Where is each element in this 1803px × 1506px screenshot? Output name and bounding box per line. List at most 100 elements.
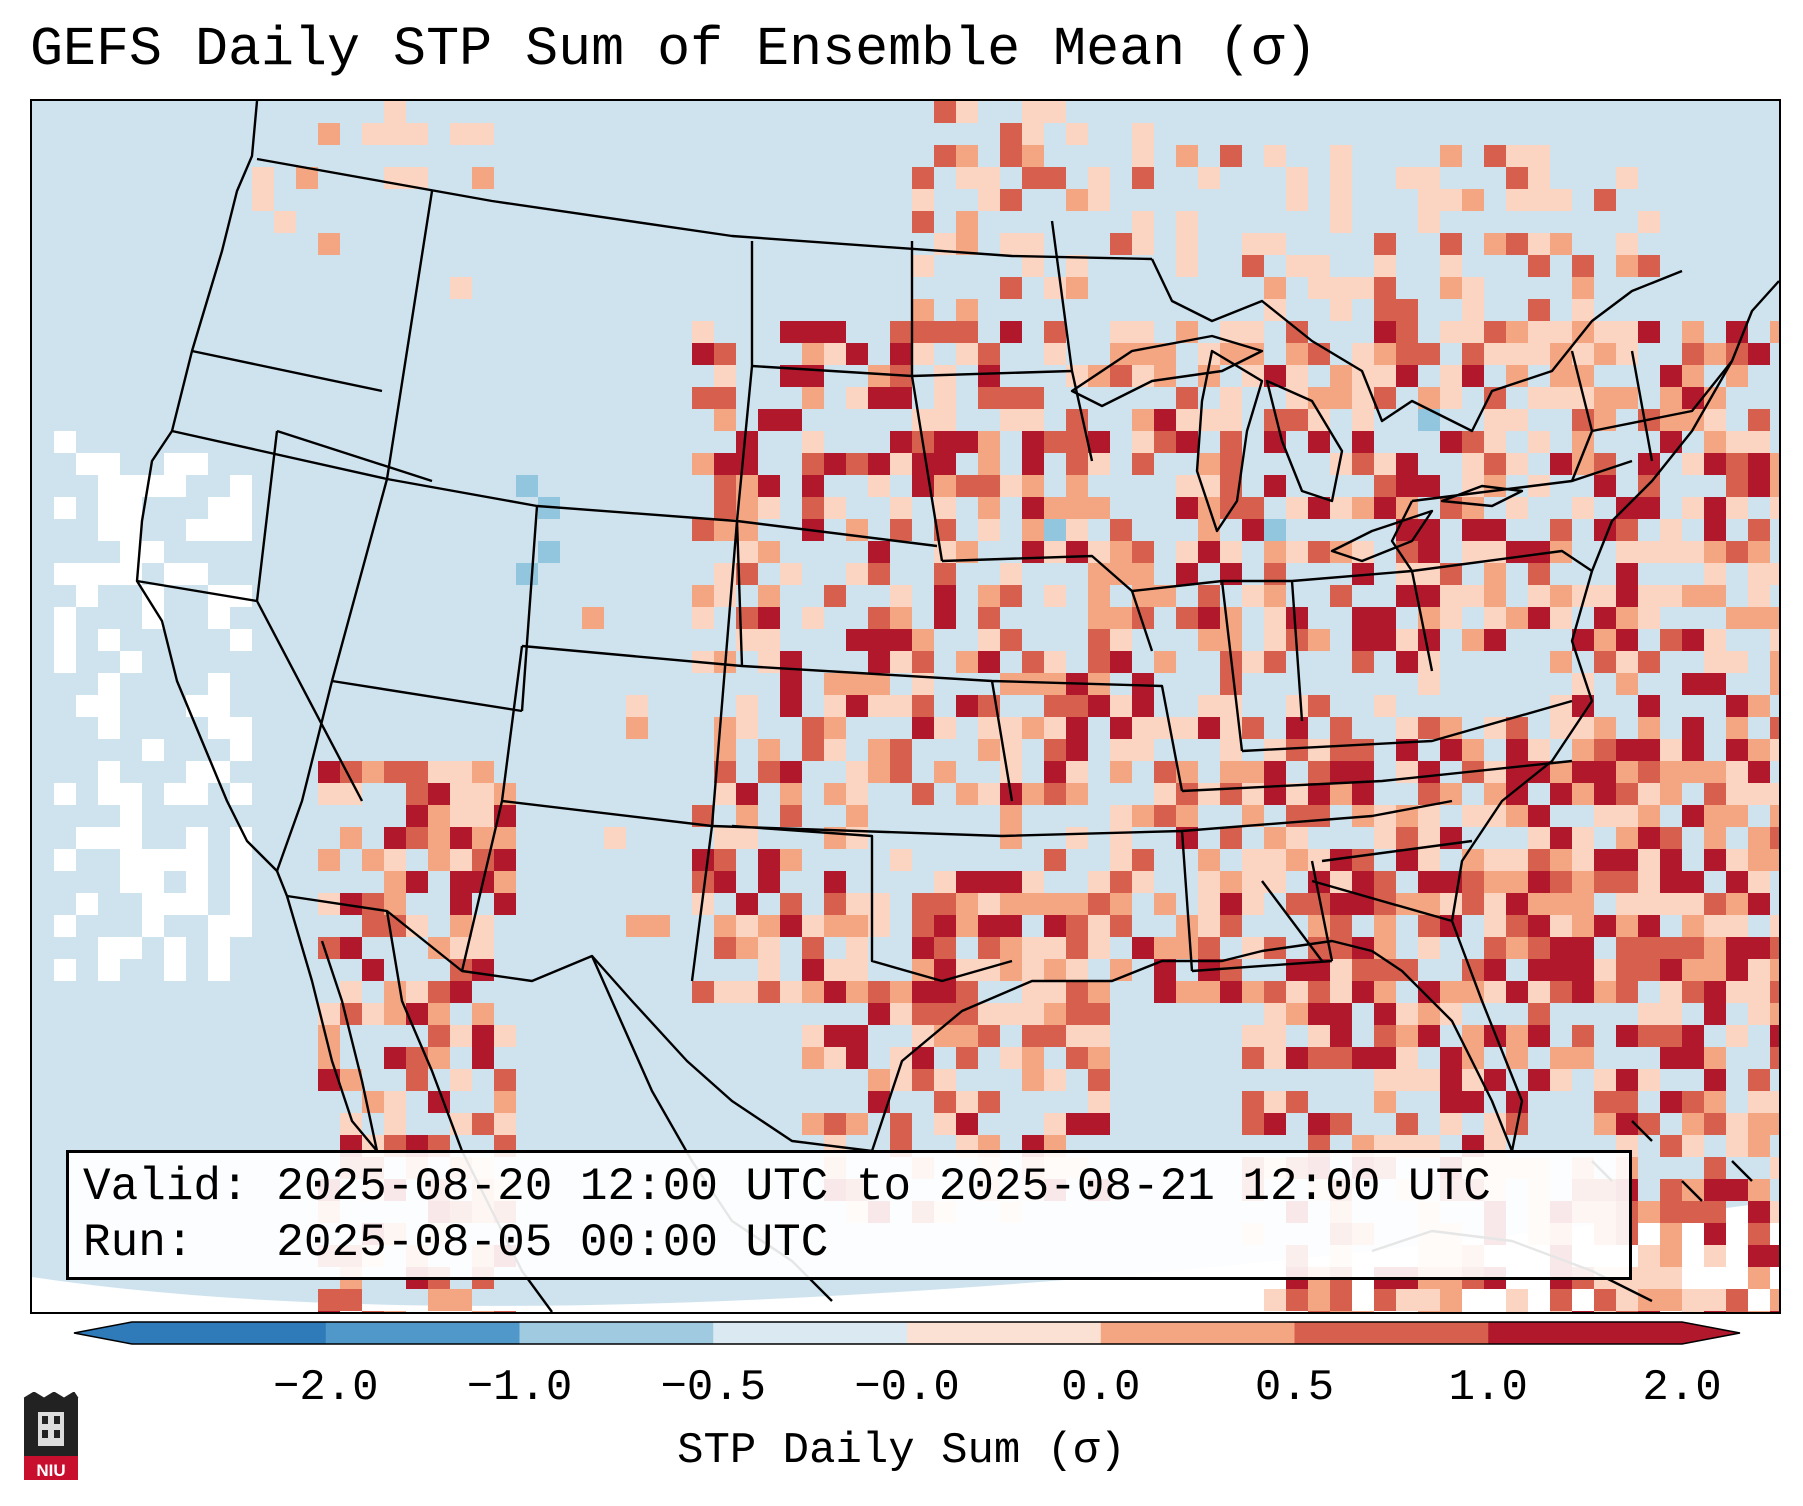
anomaly-cell	[1638, 783, 1660, 805]
anomaly-cell	[1176, 475, 1198, 497]
anomaly-cell	[1286, 1289, 1308, 1311]
anomaly-cell	[1264, 409, 1286, 431]
anomaly-cell	[1682, 343, 1704, 365]
anomaly-cell	[1044, 541, 1066, 563]
anomaly-cell	[714, 409, 736, 431]
anomaly-cell	[1770, 937, 1779, 959]
anomaly-cell	[76, 453, 98, 475]
anomaly-cell	[142, 739, 164, 761]
anomaly-cell	[1286, 1047, 1308, 1069]
anomaly-cell	[54, 783, 76, 805]
anomaly-cell	[1132, 453, 1154, 475]
anomaly-cell	[912, 167, 934, 189]
anomaly-cell	[1748, 519, 1770, 541]
anomaly-cell	[890, 849, 912, 871]
anomaly-cell	[98, 453, 120, 475]
anomaly-cell	[1066, 827, 1088, 849]
anomaly-cell	[1550, 321, 1572, 343]
anomaly-cell	[1176, 497, 1198, 519]
colorbar-tick-label: 2.0	[1642, 1363, 1722, 1413]
anomaly-cell	[1308, 1025, 1330, 1047]
anomaly-cell	[1506, 1091, 1528, 1113]
anomaly-cell	[1242, 497, 1264, 519]
anomaly-cell	[1594, 739, 1616, 761]
anomaly-cell	[1286, 255, 1308, 277]
anomaly-cell	[736, 497, 758, 519]
anomaly-cell	[1682, 585, 1704, 607]
anomaly-cell	[1506, 497, 1528, 519]
anomaly-cell	[1484, 387, 1506, 409]
anomaly-cell	[1088, 541, 1110, 563]
colorbar-tick-label: −0.0	[854, 1363, 960, 1413]
anomaly-cell	[1000, 145, 1022, 167]
colorbar-tick-label: −0.5	[660, 1363, 767, 1413]
anomaly-cell	[1572, 959, 1594, 981]
anomaly-cell	[714, 387, 736, 409]
anomaly-cell	[1044, 519, 1066, 541]
anomaly-cell	[1220, 783, 1242, 805]
anomaly-cell	[1748, 431, 1770, 453]
anomaly-cell	[1660, 365, 1682, 387]
anomaly-cell	[186, 827, 208, 849]
anomaly-cell	[1110, 739, 1132, 761]
anomaly-cell	[978, 871, 1000, 893]
anomaly-cell	[912, 321, 934, 343]
anomaly-cell	[1616, 233, 1638, 255]
anomaly-cell	[912, 1003, 934, 1025]
anomaly-cell	[1638, 453, 1660, 475]
anomaly-cell	[230, 497, 252, 519]
anomaly-cell	[934, 101, 956, 123]
anomaly-cell	[1594, 1091, 1616, 1113]
anomaly-cell	[1660, 1135, 1682, 1157]
anomaly-cell	[1066, 981, 1088, 1003]
anomaly-cell	[1022, 145, 1044, 167]
anomaly-cell	[846, 805, 868, 827]
anomaly-cell	[1462, 189, 1484, 211]
anomaly-cell	[1000, 189, 1022, 211]
anomaly-cell	[1264, 233, 1286, 255]
anomaly-cell	[912, 629, 934, 651]
anomaly-cell	[1616, 321, 1638, 343]
anomaly-cell	[1572, 299, 1594, 321]
colorbar-outline	[73, 1321, 1741, 1345]
anomaly-cell	[1374, 1091, 1396, 1113]
anomaly-cell	[1264, 849, 1286, 871]
anomaly-cell	[1616, 541, 1638, 563]
anomaly-cell	[1418, 629, 1440, 651]
anomaly-cell	[1176, 541, 1198, 563]
anomaly-cell	[1198, 695, 1220, 717]
anomaly-cell	[1176, 717, 1198, 739]
anomaly-cell	[1726, 431, 1748, 453]
anomaly-cell	[450, 1069, 472, 1091]
anomaly-cell	[164, 453, 186, 475]
anomaly-cell	[1704, 981, 1726, 1003]
anomaly-cell	[890, 387, 912, 409]
anomaly-cell	[1748, 1003, 1770, 1025]
anomaly-cell	[1726, 651, 1748, 673]
anomaly-cell	[1000, 827, 1022, 849]
anomaly-cell	[1044, 717, 1066, 739]
anomaly-cell	[1462, 277, 1484, 299]
anomaly-cell	[846, 761, 868, 783]
anomaly-cell	[978, 189, 1000, 211]
anomaly-cell	[1286, 1091, 1308, 1113]
anomaly-cell	[98, 761, 120, 783]
anomaly-cell	[1660, 849, 1682, 871]
anomaly-cell	[758, 651, 780, 673]
anomaly-cell	[978, 893, 1000, 915]
anomaly-cell	[758, 607, 780, 629]
anomaly-cell	[1616, 849, 1638, 871]
anomaly-cell	[1044, 761, 1066, 783]
anomaly-cell	[1594, 761, 1616, 783]
anomaly-cell	[736, 937, 758, 959]
anomaly-cell	[450, 981, 472, 1003]
anomaly-cell	[1550, 365, 1572, 387]
anomaly-cell	[1132, 541, 1154, 563]
anomaly-cell	[1726, 1311, 1748, 1312]
anomaly-cell	[1396, 739, 1418, 761]
anomaly-cell	[1638, 651, 1660, 673]
anomaly-cell	[692, 519, 714, 541]
anomaly-cell	[1726, 761, 1748, 783]
anomaly-cell	[736, 915, 758, 937]
anomaly-cell	[1638, 1201, 1660, 1223]
